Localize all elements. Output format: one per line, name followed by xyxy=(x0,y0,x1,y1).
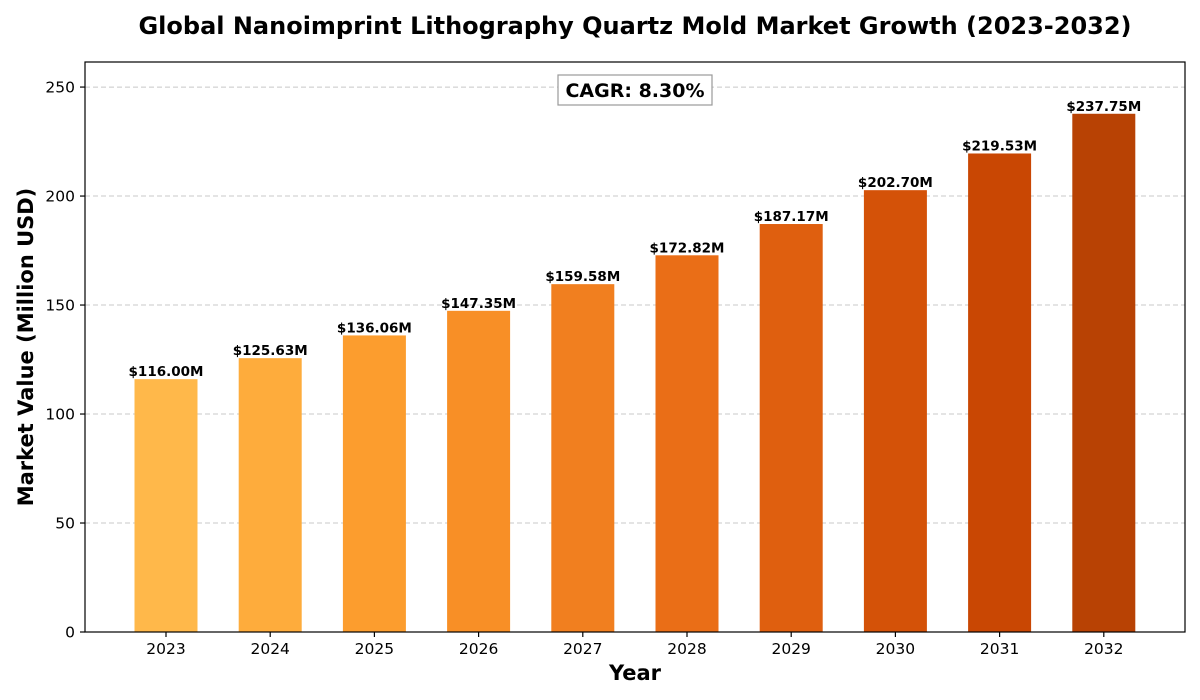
x-tick-label: 2024 xyxy=(250,640,289,658)
data-label: $136.06M xyxy=(337,320,412,336)
x-tick-label: 2029 xyxy=(771,640,810,658)
chart-title: Global Nanoimprint Lithography Quartz Mo… xyxy=(138,12,1131,40)
x-tick-label: 2031 xyxy=(980,640,1019,658)
plot-frame xyxy=(84,61,1186,633)
bar xyxy=(759,224,823,632)
x-tick-label: 2032 xyxy=(1084,640,1123,658)
cagr-text: CAGR: 8.30% xyxy=(565,80,704,102)
bar xyxy=(968,153,1032,632)
x-tick-label: 2026 xyxy=(459,640,498,658)
x-tick-label: 2030 xyxy=(876,640,915,658)
cagr-box xyxy=(557,74,713,106)
bar xyxy=(1072,113,1136,633)
data-label: $202.70M xyxy=(858,175,933,191)
bar xyxy=(342,335,406,632)
data-label: $172.82M xyxy=(650,240,725,256)
x-axis-label: Year xyxy=(608,661,662,685)
x-tick-label: 2027 xyxy=(563,640,602,658)
y-tick-label: 50 xyxy=(55,515,75,533)
y-tick-label: 250 xyxy=(45,79,75,97)
x-axis-ticks: 2023 2024 2025 2026 2027 2028 2029 2030 2031 2032 xyxy=(146,632,1124,658)
x-tick-label: 2023 xyxy=(146,640,185,658)
y-tick-label: 0 xyxy=(65,624,75,642)
bar xyxy=(551,284,615,632)
y-tick-label: 200 xyxy=(45,188,75,206)
data-label: $187.17M xyxy=(754,209,829,225)
data-label: $147.35M xyxy=(441,296,516,312)
data-label: $237.75M xyxy=(1066,99,1141,115)
cagr-annotation: CAGR: 8.30% xyxy=(557,74,713,106)
data-labels: $116.00M $125.63M $136.06M $147.35M $159.58M… xyxy=(129,99,1142,380)
data-label: $219.53M xyxy=(962,138,1037,154)
bars xyxy=(134,113,1136,633)
x-tick-label: 2028 xyxy=(667,640,706,658)
data-label: $159.58M xyxy=(545,269,620,285)
bar xyxy=(447,310,511,632)
bar xyxy=(655,255,719,633)
x-tick-label: 2025 xyxy=(355,640,394,658)
data-label: $125.63M xyxy=(233,343,308,359)
data-label: $116.00M xyxy=(129,364,204,380)
y-tick-label: 100 xyxy=(45,406,75,424)
y-tick-label: 150 xyxy=(45,297,75,315)
y-axis-ticks: 0 50 100 150 200 250 xyxy=(45,79,85,642)
y-axis-label: Market Value (Million USD) xyxy=(14,188,38,507)
bar xyxy=(863,190,927,632)
bar xyxy=(238,358,302,632)
bar xyxy=(134,379,198,632)
